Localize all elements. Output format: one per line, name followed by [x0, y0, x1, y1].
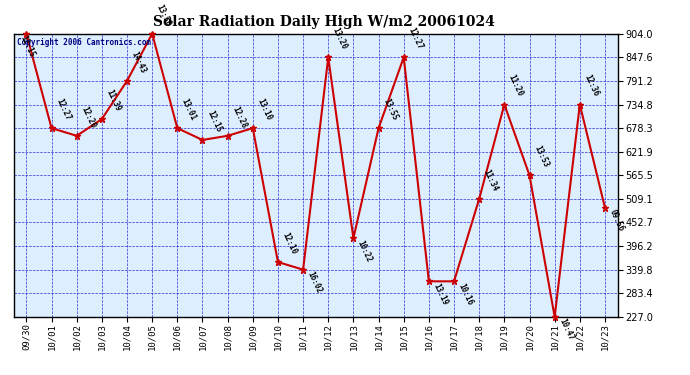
Text: 10:47: 10:47	[558, 317, 575, 342]
Text: 10:22: 10:22	[356, 238, 374, 263]
Text: 12:27: 12:27	[406, 26, 424, 51]
Text: 13:53: 13:53	[532, 144, 550, 169]
Text: 13:10: 13:10	[255, 97, 273, 122]
Text: 09:56: 09:56	[607, 208, 625, 233]
Text: 13:19: 13:19	[431, 282, 449, 306]
Text: 12:15: 12:15	[205, 109, 223, 134]
Text: Solar Radiation Daily High W/m2 20061024: Solar Radiation Daily High W/m2 20061024	[153, 15, 495, 29]
Text: 12:36: 12:36	[582, 74, 600, 98]
Text: 13:55: 13:55	[381, 97, 399, 122]
Text: 12:27: 12:27	[54, 97, 72, 122]
Text: Copyright 2006 Cantronics.com: Copyright 2006 Cantronics.com	[17, 38, 151, 47]
Text: 10:16: 10:16	[457, 282, 475, 306]
Text: 13:50: 13:50	[155, 3, 172, 27]
Text: 12:10: 12:10	[280, 231, 298, 256]
Text: 11:39: 11:39	[104, 88, 122, 113]
Text: 13:20: 13:20	[331, 26, 348, 51]
Text: 12:28: 12:28	[230, 105, 248, 129]
Text: 14:43: 14:43	[130, 50, 148, 75]
Text: 12:20: 12:20	[79, 105, 97, 129]
Text: 12:15: 12:15	[19, 34, 37, 59]
Text: 16:02: 16:02	[306, 270, 324, 295]
Text: 11:34: 11:34	[482, 168, 500, 193]
Text: 13:01: 13:01	[180, 97, 198, 122]
Text: 11:20: 11:20	[507, 74, 525, 98]
